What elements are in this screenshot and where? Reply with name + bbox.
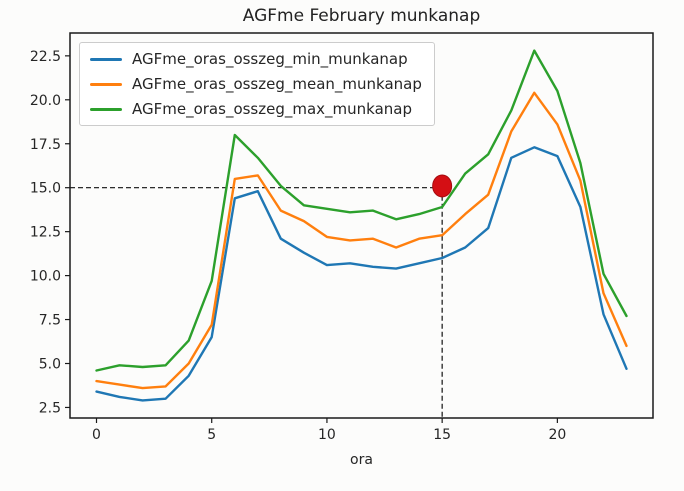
- y-tick-label: 22.5: [30, 49, 61, 65]
- legend-label: AGFme_oras_osszeg_max_munkanap: [132, 100, 413, 118]
- legend-item: AGFme_oras_osszeg_max_munkanap: [90, 100, 422, 118]
- y-tick-label: 20.0: [30, 93, 61, 109]
- legend-line-swatch: [90, 82, 122, 86]
- legend-line-swatch: [90, 107, 122, 111]
- y-tick-label: 10.0: [30, 269, 61, 285]
- y-tick-label: 17.5: [30, 137, 61, 153]
- series-line-max: [95, 49, 628, 372]
- x-tick-label: 20: [548, 427, 566, 443]
- plot-border: [69, 32, 654, 419]
- legend-line-swatch: [90, 57, 122, 61]
- y-tick-label: 12.5: [30, 225, 61, 241]
- y-tick-label: 15.0: [30, 181, 61, 197]
- x-tick-label: 0: [92, 427, 101, 443]
- legend-item: AGFme_oras_osszeg_min_munkanap: [90, 50, 422, 68]
- x-tick-label: 5: [207, 427, 216, 443]
- x-tick-label: 10: [318, 427, 336, 443]
- x-axis-label: ora: [350, 452, 373, 468]
- y-tick-label: 7.5: [39, 313, 61, 329]
- y-tick-label: 5.0: [39, 357, 61, 373]
- chart-title: AGFme February munkanap: [242, 6, 481, 26]
- series-line-mean: [95, 91, 628, 390]
- legend-item: AGFme_oras_osszeg_mean_munkanap: [90, 75, 422, 93]
- legend: AGFme_oras_osszeg_min_munkanap AGFme_oras…: [79, 42, 435, 126]
- highlight-marker: [432, 174, 453, 198]
- series-line-min: [95, 146, 628, 402]
- y-tick-label: 2.5: [39, 400, 61, 416]
- legend-label: AGFme_oras_osszeg_min_munkanap: [132, 50, 408, 68]
- legend-label: AGFme_oras_osszeg_mean_munkanap: [132, 75, 422, 93]
- x-tick-label: 15: [433, 427, 451, 443]
